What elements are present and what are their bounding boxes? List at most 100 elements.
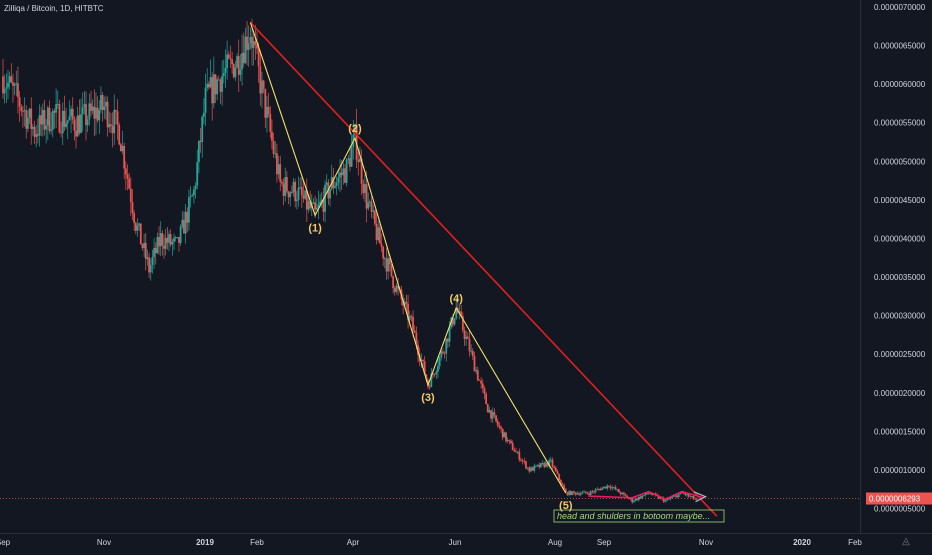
candle-body (420, 359, 423, 361)
candle-body (299, 187, 302, 188)
candle-body (342, 168, 345, 176)
candle-body (481, 383, 484, 389)
candle-body (403, 301, 406, 306)
trendline[interactable] (249, 21, 718, 517)
candle-body (113, 110, 116, 134)
candle-body (114, 110, 117, 112)
candle-body (413, 330, 416, 333)
candle-body (390, 264, 393, 277)
candle-body (448, 327, 451, 342)
candle-body (583, 491, 585, 493)
candle-body (100, 95, 102, 111)
candle-body (266, 106, 268, 118)
candle-body (669, 498, 672, 499)
tradingview-logo-icon: ◬ (902, 536, 910, 547)
candle-body (463, 330, 466, 340)
candle-body (35, 134, 38, 137)
candle-body (657, 495, 660, 499)
candle-body (478, 380, 481, 381)
candle-body (589, 491, 592, 495)
candle-body (40, 115, 43, 125)
candle-body (641, 495, 644, 499)
candle-body (594, 489, 597, 492)
candle-body (202, 112, 205, 117)
candle-body (174, 237, 177, 239)
candle-body (666, 498, 668, 501)
candle-body (193, 189, 195, 196)
candle-body (520, 459, 522, 461)
candle-body (43, 110, 46, 130)
x-tick-label: 2019 (196, 538, 214, 547)
candle-body (621, 492, 624, 495)
candle-body (483, 388, 486, 394)
candle-body (375, 223, 378, 241)
candle-body (68, 116, 71, 121)
candle-body (314, 202, 317, 210)
candle-body (674, 495, 677, 497)
candle-body (101, 95, 104, 110)
candle-body (5, 87, 8, 89)
elliott-wave-line[interactable] (249, 22, 567, 494)
candle-body (659, 497, 662, 499)
candle-body (189, 196, 192, 198)
candle-body (392, 276, 395, 289)
candle-body (440, 351, 443, 358)
candle-body (629, 498, 632, 500)
candle-body (405, 301, 408, 304)
candle-body (154, 248, 157, 254)
candle-body (126, 174, 129, 179)
candle-body (168, 234, 170, 243)
candle-body (71, 108, 74, 120)
candle-body (368, 201, 371, 203)
candle-body (66, 120, 69, 124)
candle-body (461, 316, 464, 331)
candle-body (206, 83, 209, 88)
candle-body (80, 114, 82, 133)
annotation-note[interactable]: head and shulders in botoom maybe... (553, 509, 725, 523)
candle-body (505, 432, 507, 442)
candle-body (317, 204, 320, 208)
candle-body (365, 184, 368, 209)
candle-body (75, 130, 77, 137)
candle-body (622, 492, 625, 495)
candle-body (124, 168, 127, 175)
candle-body (156, 237, 159, 254)
candle-body (247, 43, 250, 50)
candle-body (684, 493, 687, 496)
candle-body (46, 107, 49, 126)
candle-body (128, 178, 131, 189)
candle-body (222, 72, 225, 76)
candle-body (287, 191, 290, 198)
candle-body (696, 498, 698, 500)
candle-body (347, 158, 350, 160)
candle-body (515, 451, 517, 453)
candle-body (166, 237, 169, 243)
candle-body (523, 461, 526, 462)
candle-body (319, 201, 321, 205)
candle-body (340, 172, 343, 176)
projection-path[interactable] (588, 490, 704, 501)
candle-body (511, 442, 514, 450)
candle-body (169, 234, 172, 245)
candle-body (12, 82, 14, 86)
candle-body (410, 315, 413, 317)
candle-body (339, 172, 341, 178)
candle-body (199, 140, 202, 143)
candle-body (679, 492, 682, 495)
candle-body (294, 181, 297, 202)
candle-body (8, 76, 11, 83)
candle-body (121, 145, 124, 152)
candle-body (272, 140, 275, 154)
candle-body (91, 106, 94, 111)
candle-body (521, 460, 524, 462)
candle-body (322, 199, 325, 212)
x-tick-label: Feb (250, 538, 264, 547)
candle-body (106, 101, 109, 128)
candle-body (307, 201, 310, 210)
candle-body (370, 201, 373, 212)
candle-body (686, 494, 688, 496)
candle-body (173, 237, 175, 242)
candle-body (538, 464, 541, 468)
